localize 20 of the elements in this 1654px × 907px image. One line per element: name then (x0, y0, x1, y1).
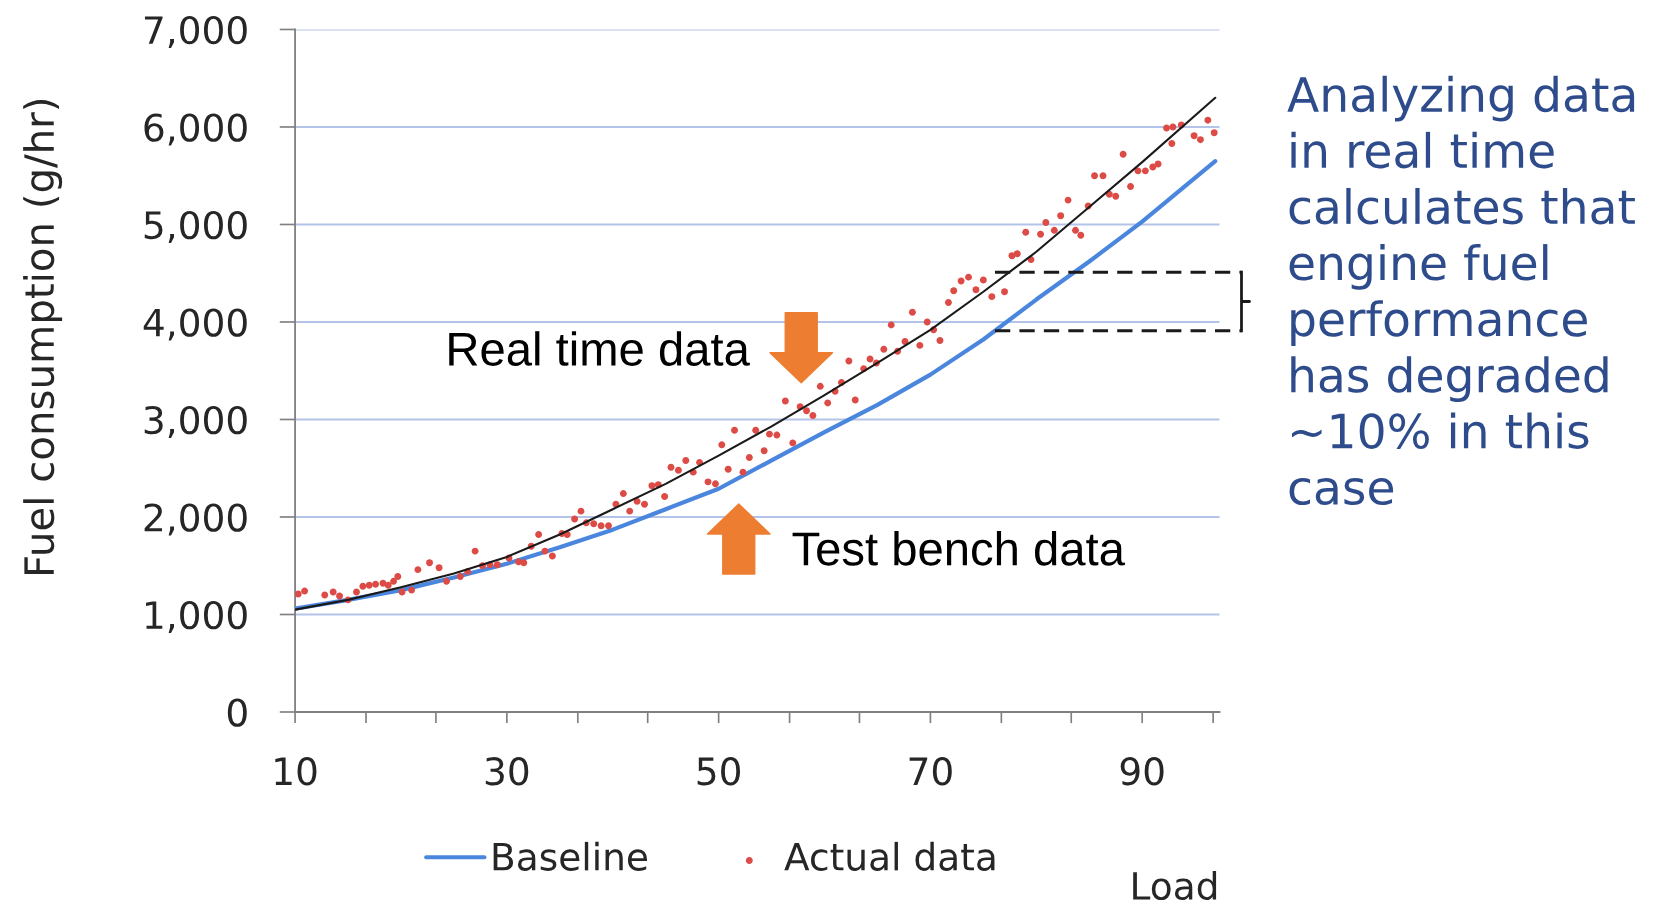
y-tick-label: 2,000 (144, 503, 247, 536)
annotation: Real time data (449, 331, 750, 366)
legend-label: Baseline (493, 841, 647, 871)
y-axis-title: Fuel consumption (g/hr) (23, 100, 63, 575)
x-axis-title: Load (1133, 871, 1217, 901)
legend-label: Actual data (784, 841, 995, 871)
x-tick-label: 30 (485, 757, 529, 786)
text: Analyzing data in real time calculates that engine fuel performance has degraded ~10% in this case (1287, 75, 1635, 506)
y-tick-label: 5,000 (144, 210, 247, 244)
y-tick-label: 7,000 (144, 15, 247, 49)
x-tick-label: 70 (909, 757, 952, 786)
y-tick-label: 3,000 (144, 405, 247, 439)
annotation: Test bench data (792, 530, 1125, 566)
x-tick-label: 10 (275, 757, 317, 786)
y-tick-label: 1,000 (146, 600, 247, 634)
y-tick-label: 0 (227, 698, 247, 727)
y-tick-label: 4,000 (143, 308, 247, 341)
x-tick-label: 90 (1120, 757, 1164, 786)
x-tick-label: 50 (697, 757, 740, 786)
y-tick-label: 6,000 (144, 113, 247, 146)
